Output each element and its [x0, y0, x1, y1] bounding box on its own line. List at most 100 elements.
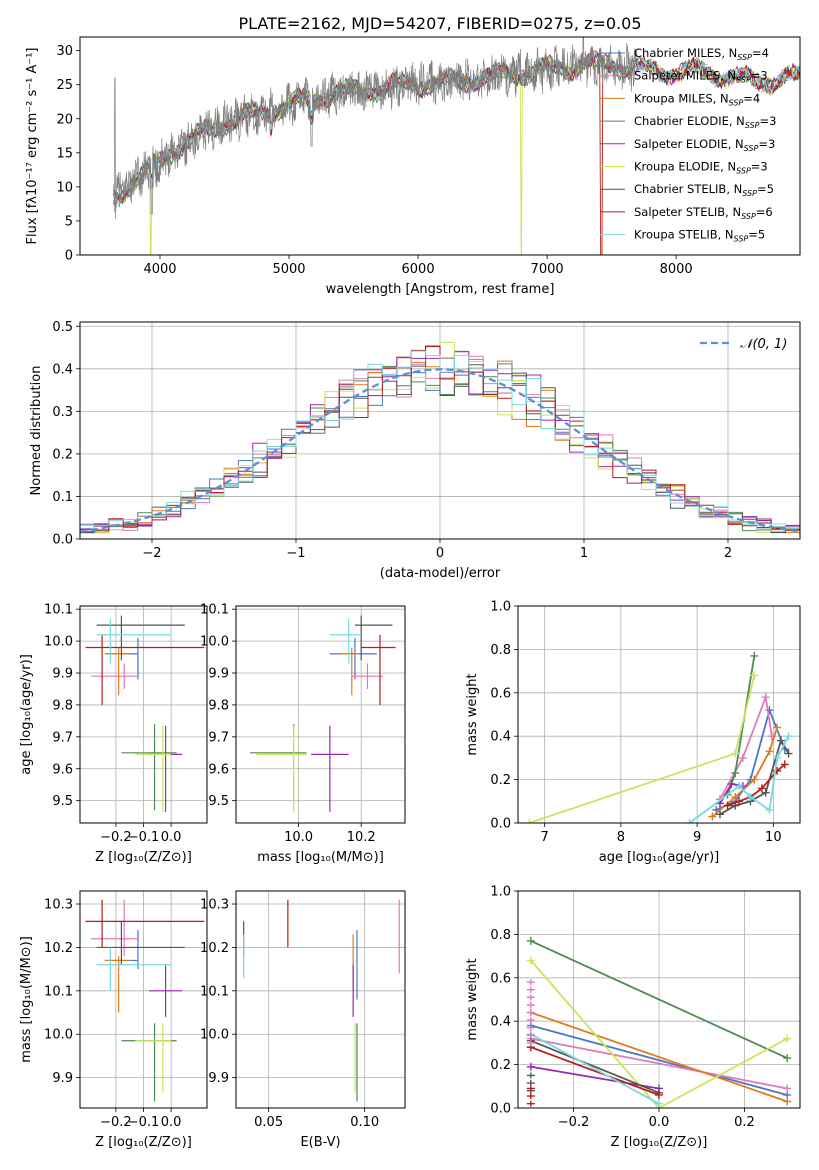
- legend-entry: Chabrier MILES, NSSP=4: [634, 46, 769, 62]
- y-tick-label: 0.2: [52, 447, 73, 462]
- x-tick-label: 0.0: [649, 1115, 670, 1130]
- data-point-marker: [761, 788, 770, 797]
- data-point-marker: [526, 1024, 535, 1031]
- data-point-marker: [776, 736, 785, 745]
- y-tick-label: 1.0: [490, 885, 511, 900]
- x-axis-label: Z [log₁₀(Z/Z⊙)]: [95, 850, 192, 865]
- x-axis-label: age [log₁₀(age/yr)]: [599, 850, 720, 865]
- data-point-marker: [783, 1054, 792, 1063]
- errorbar-point: [85, 899, 205, 948]
- data-point-marker: [773, 753, 782, 762]
- errorbar-point: [351, 663, 384, 689]
- data-point-marker: [685, 819, 694, 823]
- axes-frame: [79, 890, 208, 1109]
- errorbar-point: [149, 964, 183, 1017]
- y-tick-label: 10.0: [200, 1028, 229, 1043]
- y-tick-label: 0.4: [490, 1015, 511, 1030]
- x-tick-label: −0.2: [100, 1115, 132, 1130]
- data-point-marker: [783, 1084, 792, 1093]
- legend-entry: Kroupa STELIB, NSSP=5: [634, 228, 765, 244]
- data-point-marker: [735, 797, 744, 806]
- mass_vs_Z-marks: [85, 899, 205, 1102]
- data-point-marker: [784, 732, 793, 741]
- series-line: [719, 693, 773, 800]
- x-tick-label: 10: [765, 830, 782, 845]
- axes-frame: [517, 605, 801, 824]
- x-tick-label: 5000: [272, 262, 305, 277]
- x-tick-label: −0.1: [128, 830, 160, 845]
- gaussian-curve: [80, 368, 800, 533]
- errorbar-point: [85, 634, 205, 705]
- y-tick-label: 0.8: [490, 928, 511, 943]
- x-tick-label: 0: [436, 546, 444, 561]
- plot-area: 4000 5000 6000 7000 8000051015202530waveleng…: [19, 36, 801, 1150]
- y-tick-label: 10.2: [200, 941, 229, 956]
- legend-entry: Chabrier STELIB, NSSP=5: [634, 182, 774, 198]
- errorbar-point: [121, 724, 177, 811]
- series-line: [530, 1046, 660, 1096]
- legend-entry: Salpeter ELODIE, NSSP=3: [634, 137, 775, 153]
- x-axis-label: Z [log₁₀(Z/Z⊙)]: [95, 1135, 192, 1150]
- x-axis-label: E(B-V): [300, 1135, 340, 1150]
- y-tick-label: 0.8: [490, 643, 511, 658]
- axes-frame: [79, 321, 801, 540]
- y-tick-label: 0.3: [52, 405, 73, 420]
- y-tick-label: 9.7: [208, 730, 229, 745]
- data-point-marker: [783, 1034, 792, 1043]
- errorbar-point: [354, 615, 393, 661]
- data-point-marker: [723, 801, 732, 810]
- mass_weight_vs_Z-marks: [526, 936, 792, 1108]
- data-point-marker: [765, 805, 774, 814]
- data-point-marker: [526, 1017, 535, 1024]
- axes-frame: [79, 605, 208, 824]
- data-point-marker: [735, 782, 744, 791]
- data-point-marker: [773, 723, 782, 732]
- series-line: [530, 1024, 788, 1096]
- legend-entry: Kroupa ELODIE, NSSP=3: [634, 160, 768, 176]
- y-tick-label: 0.4: [52, 362, 73, 377]
- data-point-marker: [526, 994, 535, 1001]
- y-tick-label: 10: [56, 180, 73, 195]
- legend-entry: Kroupa MILES, NSSP=4: [634, 91, 760, 107]
- x-tick-label: 0.05: [254, 1115, 283, 1130]
- x-tick-label: −0.1: [128, 1115, 160, 1130]
- x-tick-label: 10.2: [347, 830, 376, 845]
- x-tick-label: 4000: [143, 262, 176, 277]
- x-tick-label: 10.0: [284, 830, 313, 845]
- axes-frame: [79, 36, 801, 256]
- y-tick-label: 10.1: [200, 984, 229, 999]
- data-point-marker: [738, 753, 747, 762]
- y-tick-label: 25: [56, 78, 73, 93]
- errorbar-point: [256, 725, 307, 812]
- age_vs_mass-axes: 10.0 10.2 9.5 9.6 9.7 9.8 9.9 10.0 10.1 mass [log…: [200, 603, 406, 865]
- y-tick-label: 9.5: [52, 794, 73, 809]
- y-tick-label: 9.8: [52, 698, 73, 713]
- data-point-marker: [526, 979, 535, 986]
- errorbar-point: [104, 956, 130, 1013]
- series-line: [530, 1011, 788, 1103]
- figure-title: PLATE=2162, MJD=54207, FIBERID=0275, z=0…: [238, 14, 641, 33]
- y-axis-label: Normed distribution: [29, 366, 44, 496]
- x-tick-label: 0.2: [734, 1115, 755, 1130]
- data-point-marker: [731, 792, 740, 801]
- legend-entry: 𝒩(0, 1): [740, 337, 787, 352]
- y-tick-label: 0.0: [490, 1102, 511, 1117]
- axes-frame: [235, 605, 406, 824]
- series-line: [530, 1039, 660, 1094]
- y-tick-label: 10.2: [44, 941, 73, 956]
- spectrum-legend: Chabrier MILES, NSSP=4 Salpeter MILES, NS…: [600, 46, 776, 244]
- y-tick-label: 0.0: [52, 533, 73, 548]
- data-point-marker: [526, 1032, 535, 1039]
- age_vs_mass-marks: [250, 615, 396, 812]
- mass_weight_vs_age-axes: 7 8 9 10 0.0 0.2 0.4 0.6 0.8 1.0 age [log₁₀(age/yr…: [465, 600, 801, 865]
- data-point-marker: [727, 779, 736, 788]
- data-point-marker: [780, 760, 789, 769]
- data-point-marker: [526, 936, 535, 945]
- data-point-marker: [526, 1100, 535, 1107]
- x-tick-label: 2: [724, 546, 732, 561]
- mass_vs_ebv-marks: [243, 899, 400, 1102]
- data-point-marker: [765, 747, 774, 756]
- x-axis-label: wavelength [Angstrom, rest frame]: [326, 282, 555, 297]
- y-tick-label: 0.5: [52, 320, 73, 335]
